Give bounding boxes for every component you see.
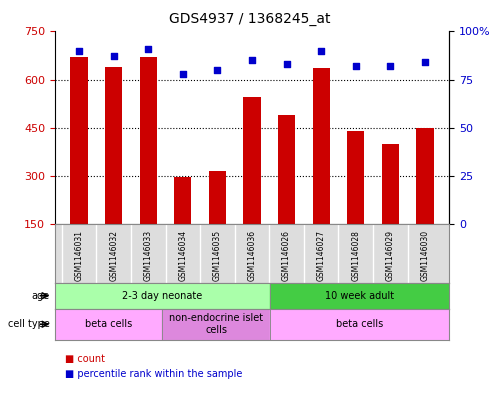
Text: GDS4937 / 1368245_at: GDS4937 / 1368245_at (169, 12, 330, 26)
Point (144, 46, 152, 52)
Point (317, 48, 325, 54)
Text: GSM1146034: GSM1146034 (178, 230, 187, 281)
Text: beta cells: beta cells (85, 319, 132, 329)
Bar (416, 128, 434, 224)
Bar (209, 171, 226, 224)
Point (248, 57, 256, 63)
Text: GSM1146031: GSM1146031 (74, 230, 84, 281)
Bar (270, 283, 449, 309)
Bar (312, 68, 330, 224)
Bar (244, 97, 260, 224)
Text: GSM1146028: GSM1146028 (351, 230, 360, 281)
Text: 10 week adult: 10 week adult (325, 291, 394, 301)
Text: 2-3 day neonate: 2-3 day neonate (122, 291, 203, 301)
Text: beta cells: beta cells (336, 319, 383, 329)
Text: GSM1146035: GSM1146035 (213, 230, 222, 281)
Bar (162, 309, 270, 340)
Text: GSM1146030: GSM1146030 (420, 230, 430, 281)
Bar (347, 131, 364, 224)
Text: GSM1146026: GSM1146026 (282, 230, 291, 281)
Bar (55, 309, 162, 340)
Bar (278, 115, 295, 224)
Point (75, 48, 83, 54)
Bar (382, 144, 399, 224)
Text: ■ count: ■ count (65, 354, 105, 364)
Point (214, 67, 222, 73)
Point (282, 61, 290, 67)
Point (352, 63, 360, 69)
Bar (140, 57, 157, 224)
Bar (270, 309, 449, 340)
Text: cell type: cell type (8, 319, 50, 329)
Text: GSM1146033: GSM1146033 (144, 230, 153, 281)
Point (179, 71, 187, 77)
Text: age: age (32, 291, 50, 301)
Point (386, 63, 394, 69)
Bar (55, 283, 270, 309)
Point (110, 53, 118, 60)
Bar (70, 57, 88, 224)
Bar (174, 178, 192, 224)
Text: GSM1146032: GSM1146032 (109, 230, 118, 281)
Text: GSM1146036: GSM1146036 (248, 230, 256, 281)
Point (421, 59, 429, 65)
Bar (105, 67, 122, 224)
Text: GSM1146027: GSM1146027 (317, 230, 326, 281)
Text: non-endocrine islet
cells: non-endocrine islet cells (169, 314, 263, 335)
Text: GSM1146029: GSM1146029 (386, 230, 395, 281)
Text: ■ percentile rank within the sample: ■ percentile rank within the sample (65, 369, 242, 379)
